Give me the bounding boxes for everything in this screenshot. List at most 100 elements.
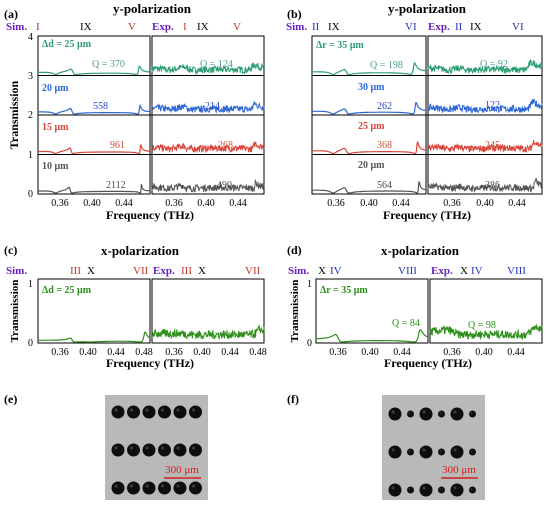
panel-e-hole-array — [111, 405, 202, 495]
panel-a-ylabel: Transmission — [7, 80, 21, 149]
panel-d-exp-tag: Exp. — [431, 265, 453, 277]
panel-b-xlabel: Frequency (THz) — [383, 208, 471, 222]
panel-a-sim-q-1: Q = 370 — [92, 59, 125, 70]
holes-e-hole — [127, 481, 140, 495]
panel-b-sim-q-2: 262 — [377, 101, 392, 112]
panel-a-xtick-1: 0.36 — [51, 198, 69, 209]
panel-b-roman-3: VI — [405, 21, 417, 33]
panel-d-sim-q: Q = 84 — [392, 318, 420, 329]
panel-b-exp-roman-1: II — [455, 21, 463, 33]
holes-f-hole-highlight — [408, 412, 411, 414]
panel-d-ylabel: Transmission — [289, 280, 301, 343]
panel-d-exp-axes — [429, 278, 543, 344]
panel-a: (a) y-polarization Sim. I IX V Exp. I IX… — [4, 1, 265, 222]
holes-e-hole-highlight — [191, 408, 196, 412]
holes-f-hole-highlight — [470, 488, 473, 490]
holes-e-hole — [173, 443, 187, 457]
holes-f-hole — [407, 486, 414, 494]
panel-b-exp-series-3 — [427, 139, 543, 153]
holes-e-hole — [158, 481, 171, 495]
panel-b-dividers — [312, 75, 542, 155]
panel-d: (d) x-polarization Sim. X IV VIII Exp. X… — [287, 243, 543, 370]
panel-b-exp-q-4: 386 — [485, 180, 500, 191]
panel-c-exp-xtick-2: 0.40 — [193, 347, 211, 358]
holes-f-hole-highlight — [453, 486, 457, 490]
holes-f-hole-highlight — [422, 486, 426, 490]
panel-b-exp-series-2 — [427, 98, 543, 114]
panel-a-exp-roman-2: IX — [197, 21, 209, 33]
holes-e-hole — [189, 405, 202, 419]
panel-a-ytick-2: 2 — [28, 110, 33, 121]
holes-e-hole-highlight — [191, 484, 196, 488]
holes-e-hole — [111, 481, 125, 495]
holes-f-hole-highlight — [422, 448, 426, 452]
holes-f-hole-highlight — [439, 412, 442, 414]
holes-e-hole-highlight — [145, 446, 149, 450]
panel-c-xtick-3: 0.44 — [107, 347, 125, 358]
panel-b-roman-2: IX — [328, 21, 340, 33]
panel-d-exp-series-1 — [429, 324, 543, 341]
panel-a-dividers — [38, 75, 264, 155]
panel-d-curves — [315, 324, 543, 343]
panel-a-sim-q-2: 558 — [93, 101, 108, 112]
panel-d-sim-tag: Sim. — [288, 265, 309, 277]
panel-a-offset-1: Δd = 25 μm — [42, 39, 92, 50]
panel-b-offset-3: 25 μm — [358, 121, 385, 132]
panel-a-exp-series-3 — [151, 141, 265, 154]
panel-b-exp-series-4 — [427, 177, 543, 194]
holes-f-hole-highlight — [408, 488, 411, 490]
panel-a-sim-series-1 — [38, 65, 150, 76]
panel-d-xtick-1: 0.36 — [329, 347, 347, 358]
holes-e-hole-highlight — [129, 484, 134, 488]
panel-b-sim-series-1 — [312, 62, 426, 76]
panel-a-offset-2: 20 μm — [42, 83, 69, 94]
panel-d-exp-roman-2: IV — [471, 265, 483, 277]
panel-b-exp-q-2: 122 — [485, 100, 500, 111]
panel-a-sim-series-4 — [38, 184, 150, 194]
panel-b-title: y-polarization — [388, 1, 467, 16]
panel-f-scale-label: 300 μm — [442, 464, 476, 476]
holes-e-hole-highlight — [191, 446, 196, 450]
holes-f-hole-highlight — [470, 412, 473, 414]
holes-f-hole — [419, 445, 433, 459]
panel-c-sim-tag: Sim. — [6, 265, 27, 277]
panel-c-exp-roman-2: X — [198, 265, 206, 277]
panel-c-title: x-polarization — [101, 243, 180, 258]
panel-a-ytick-0: 0 — [28, 189, 33, 200]
panel-a-xtick-3: 0.44 — [115, 198, 133, 209]
panel-b-exp-roman-3: VI — [512, 21, 524, 33]
panel-a-exp-xtick-1: 0.36 — [165, 198, 183, 209]
panel-a-offset-4: 10 μm — [42, 161, 69, 172]
panel-c-roman-1: III — [70, 265, 81, 277]
panel-d-sim-axes — [315, 278, 429, 344]
holes-f-hole — [438, 410, 445, 418]
panel-c-exp-roman-3: VII — [245, 265, 261, 277]
holes-e-hole — [142, 481, 156, 495]
holes-e-hole — [189, 481, 202, 495]
panel-c-exp-axes — [151, 278, 265, 344]
panel-a-letter: (a) — [4, 7, 18, 21]
panel-b-exp-q-1: Q = 92 — [480, 59, 508, 70]
panel-a-exp-xtick-3: 0.44 — [229, 198, 247, 209]
panel-d-roman-1: X — [318, 265, 326, 277]
holes-e-hole — [111, 405, 125, 419]
panel-d-sim-series-1 — [315, 328, 429, 343]
holes-e-hole — [142, 443, 156, 457]
panel-b-sim-q-3: 368 — [377, 140, 392, 151]
panel-a-roman-3: V — [128, 21, 136, 33]
panel-b-exp-series-1 — [427, 59, 543, 75]
panel-a-sim-series-2 — [38, 103, 151, 115]
holes-f-hole-highlight — [408, 450, 411, 452]
panel-a-exp-q-2: 214 — [205, 101, 220, 112]
panel-d-exp-xtick-1: 0.36 — [443, 347, 461, 358]
panel-d-exp-xtick-3: 0.44 — [507, 347, 525, 358]
panel-c-xlabel: Frequency (THz) — [106, 356, 194, 370]
panel-d-ytick-0: 0 — [307, 338, 312, 349]
panel-c-letter: (c) — [4, 243, 17, 257]
holes-f-hole — [419, 483, 433, 497]
panel-b-letter: (b) — [287, 7, 302, 21]
panel-b-sim-q-4: 564 — [377, 180, 392, 191]
holes-e-hole — [173, 481, 187, 495]
panel-a-sim-tag: Sim. — [6, 21, 27, 33]
